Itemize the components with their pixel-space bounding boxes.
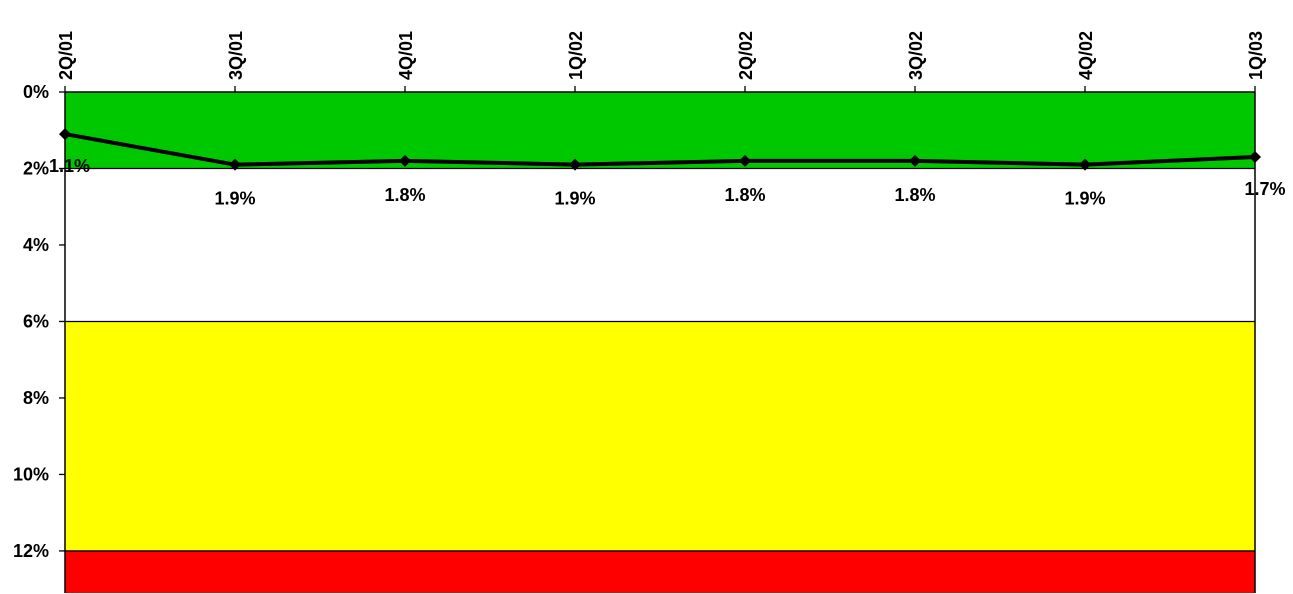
x-tick-label: 3Q/02 [906, 31, 926, 80]
data-point-marker [909, 154, 921, 167]
data-label: 1.1% [49, 156, 90, 176]
data-label: 1.8% [724, 185, 765, 205]
band-1 [65, 168, 1255, 322]
data-point-marker [399, 154, 411, 167]
axes [64, 91, 1256, 593]
x-tick-label: 1Q/02 [566, 31, 586, 80]
data-label: 1.9% [1064, 189, 1105, 209]
y-axis-ticks: 0% 2% 4% 6% 8% 10% 12% [13, 82, 65, 561]
data-point-marker [1079, 158, 1091, 171]
y-tick-label: 4% [23, 235, 49, 255]
x-tick-label: 3Q/01 [226, 31, 246, 80]
data-label: 1.9% [214, 189, 255, 209]
y-tick-label: 12% [13, 541, 49, 561]
data-point-marker [569, 158, 581, 171]
x-tick-label: 2Q/01 [56, 31, 76, 80]
data-point-marker [739, 154, 751, 167]
x-tick-label: 2Q/02 [736, 31, 756, 80]
x-tick-label: 1Q/03 [1246, 31, 1266, 80]
series-group [59, 128, 1261, 171]
data-labels: 1.1% 1.9% 1.8% 1.9% 1.8% 1.8% 1.9% 1.7% [49, 156, 1286, 209]
y-tick-label: 0% [23, 82, 49, 102]
data-point-marker [229, 158, 241, 171]
data-point-marker [1249, 151, 1261, 164]
data-label: 1.7% [1244, 179, 1285, 199]
y-tick-label: 10% [13, 464, 49, 484]
data-point-marker [59, 128, 71, 141]
data-label: 1.9% [554, 189, 595, 209]
band-3 [65, 550, 1255, 593]
data-label: 1.8% [384, 185, 425, 205]
band-2 [65, 321, 1255, 551]
x-axis-ticks: 2Q/01 3Q/01 4Q/01 1Q/02 2Q/02 3Q/02 4Q/02 1Q/03 [56, 31, 1266, 92]
x-tick-label: 4Q/02 [1076, 31, 1096, 80]
data-label: 1.8% [894, 185, 935, 205]
series-line [64, 132, 1256, 167]
x-tick-label: 4Q/01 [396, 31, 416, 80]
y-tick-label: 8% [23, 388, 49, 408]
y-tick-label: 2% [23, 158, 49, 178]
band-0 [65, 92, 1255, 169]
threshold-bands [65, 92, 1255, 593]
y-tick-label: 6% [23, 311, 49, 331]
